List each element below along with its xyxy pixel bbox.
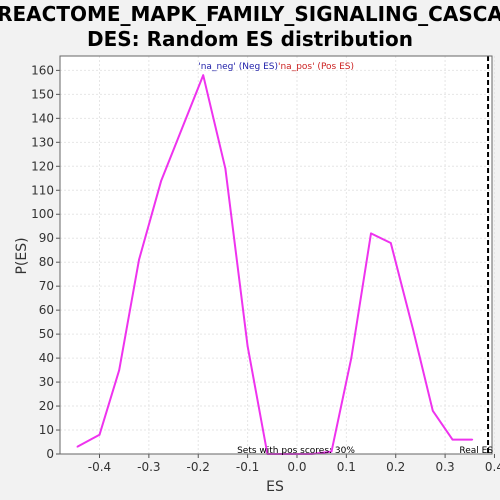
data-point bbox=[370, 232, 372, 235]
x-tick-label: 0.1 bbox=[337, 460, 356, 474]
y-tick-label: 30 bbox=[39, 375, 54, 389]
x-axis-label: ES bbox=[266, 479, 284, 495]
real-es-label: Real ES bbox=[459, 446, 493, 456]
grid-lines bbox=[60, 56, 495, 455]
x-axis-ticks: -0.4 -0.3 -0.2 -0.1 0.0 0.1 0.2 0.3 0.4 bbox=[88, 454, 500, 474]
data-point bbox=[98, 434, 101, 436]
y-tick-label: 40 bbox=[39, 351, 54, 365]
x-tick-label: 0.2 bbox=[386, 460, 405, 474]
x-tick-label: -0.3 bbox=[137, 460, 160, 474]
y-tick-label: 70 bbox=[39, 279, 54, 293]
data-point bbox=[412, 328, 414, 331]
data-point bbox=[138, 259, 140, 261]
data-point bbox=[224, 167, 227, 170]
data-point bbox=[330, 450, 333, 453]
chart-title-line1: REACTOME_MAPK_FAMILY_SIGNALING_CASCA bbox=[0, 2, 500, 26]
y-axis-ticks: 0 10 20 30 40 50 60 70 80 90 100 110 120 130 140 150 160 bbox=[31, 63, 60, 461]
data-point bbox=[451, 438, 454, 441]
y-tick-label: 20 bbox=[39, 399, 54, 413]
y-tick-label: 130 bbox=[31, 135, 54, 149]
legend-pos-label: 'na_pos' (Pos ES) bbox=[278, 62, 354, 72]
pos-scores-annotation: Sets with pos scores: 30% bbox=[237, 446, 355, 456]
y-tick-label: 150 bbox=[31, 87, 54, 101]
x-tick-label: -0.4 bbox=[88, 460, 111, 474]
x-tick-label: 0.3 bbox=[436, 460, 455, 474]
data-point bbox=[202, 74, 204, 76]
y-axis-label: P(ES) bbox=[14, 237, 30, 274]
x-tick-label: 0.4 bbox=[485, 460, 500, 474]
chart-title-line2: DES: Random ES distribution bbox=[87, 27, 413, 51]
data-point bbox=[432, 410, 434, 412]
x-tick-label: 0.0 bbox=[287, 460, 306, 474]
y-tick-label: 80 bbox=[39, 255, 54, 269]
data-point bbox=[471, 438, 474, 441]
x-tick-label: -0.1 bbox=[236, 460, 259, 474]
data-point bbox=[246, 345, 249, 347]
y-tick-label: 60 bbox=[39, 303, 54, 317]
y-tick-label: 110 bbox=[31, 183, 54, 197]
y-tick-label: 160 bbox=[31, 63, 54, 77]
y-tick-label: 140 bbox=[31, 111, 54, 125]
y-tick-label: 100 bbox=[31, 207, 54, 221]
data-point bbox=[160, 179, 162, 182]
data-point bbox=[76, 446, 79, 448]
y-tick-label: 10 bbox=[39, 423, 54, 437]
y-tick-label: 50 bbox=[39, 327, 54, 341]
plot-border bbox=[59, 55, 493, 455]
y-tick-label: 90 bbox=[39, 231, 54, 245]
x-tick-label: -0.2 bbox=[187, 460, 210, 474]
legend-neg-label: 'na_neg' (Neg ES) bbox=[198, 62, 278, 72]
y-tick-label: 0 bbox=[46, 447, 54, 461]
data-point bbox=[118, 369, 120, 371]
plot-area bbox=[60, 56, 492, 454]
y-tick-label: 120 bbox=[31, 159, 54, 173]
data-point bbox=[350, 357, 353, 359]
data-point bbox=[390, 242, 392, 244]
